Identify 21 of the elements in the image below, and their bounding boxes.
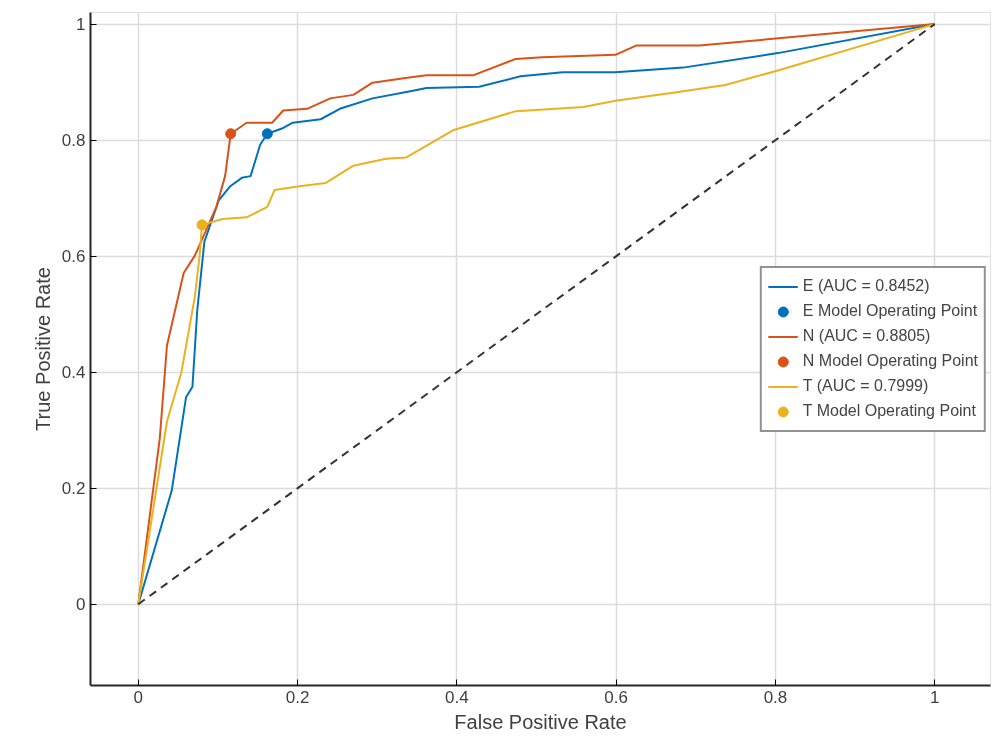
y-tick-label: 0.6 [61,247,86,267]
legend-label: T (AUC = 0.7999) [802,376,929,396]
x-tick-label: 0 [133,687,144,707]
legend-label: T Model Operating Point [802,401,976,421]
legend-label: E Model Operating Point [802,301,978,321]
x-tick-label: 1 [930,687,940,707]
y-tick-label: 0 [76,595,86,615]
y-tick-label: 0.4 [61,363,86,383]
y-axis-title: True Positive Rate [31,267,54,431]
y-tick-label: 0.2 [61,479,86,499]
x-axis-title: False Positive Rate [454,710,627,733]
x-tick-label: 0.2 [285,687,310,707]
line-series [137,23,936,606]
y-tick-label: 0.8 [61,131,86,151]
legend-label: N (AUC = 0.8805) [802,326,931,346]
x-tick-label: 0.6 [604,687,628,707]
x-tick-label: 0.4 [445,687,469,707]
x-tick-label: 0.8 [763,687,788,707]
legend-label: N Model Operating Point [802,351,978,371]
legend-label: E (AUC = 0.8452) [802,276,930,296]
y-tick-label: 1 [76,15,86,35]
